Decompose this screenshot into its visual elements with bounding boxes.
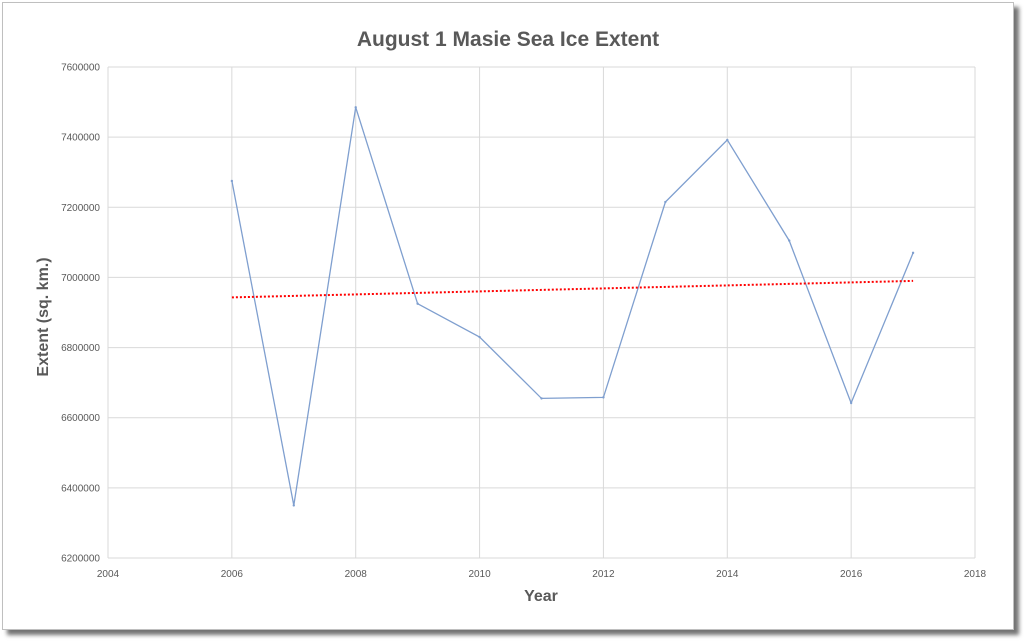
data-point — [664, 200, 667, 204]
data-point — [416, 302, 419, 305]
x-tick-label: 2012 — [592, 569, 615, 580]
data-point — [478, 335, 481, 339]
data-point — [230, 179, 234, 183]
data-point — [911, 251, 915, 255]
data-point — [540, 397, 543, 400]
x-tick-label: 2004 — [97, 569, 120, 580]
data-point — [849, 401, 853, 405]
y-tick-label: 6800000 — [61, 343, 100, 354]
chart-title: August 1 Masie Sea Ice Extent — [357, 28, 659, 51]
data-point — [726, 138, 729, 142]
data-point — [292, 504, 295, 507]
data-point — [602, 396, 605, 399]
x-tick-label: 2018 — [964, 569, 987, 580]
gridlines — [107, 66, 976, 559]
trendline — [231, 279, 914, 299]
y-tick-label: 7600000 — [61, 63, 100, 74]
y-tick-label: 7200000 — [61, 203, 100, 214]
data-point — [354, 106, 357, 109]
x-axis-title: Year — [524, 588, 558, 605]
y-axis-title: Extent (sq. km.) — [35, 257, 52, 376]
line-chart: August 1 Masie Sea Ice Extent 6200000 640… — [35, 28, 987, 605]
data-point — [788, 239, 791, 242]
x-tick-label: 2016 — [840, 569, 863, 580]
x-tick-label: 2010 — [468, 569, 491, 580]
y-tick-label: 6600000 — [61, 413, 100, 424]
y-tick-label: 6400000 — [61, 483, 100, 494]
x-tick-label: 2014 — [716, 569, 739, 580]
y-tick-label: 7400000 — [61, 133, 100, 144]
extent-series-line — [231, 107, 914, 506]
y-tick-label: 7000000 — [61, 273, 100, 284]
x-tick-label: 2006 — [221, 569, 244, 580]
series-group — [230, 106, 915, 507]
x-tick-label: 2008 — [345, 569, 368, 580]
chart-frame: August 1 Masie Sea Ice Extent 6200000 640… — [2, 2, 1014, 630]
y-tick-label: 6200000 — [61, 554, 100, 565]
tick-labels: 6200000 6400000 6600000 6800000 7000000 72000… — [61, 63, 986, 581]
